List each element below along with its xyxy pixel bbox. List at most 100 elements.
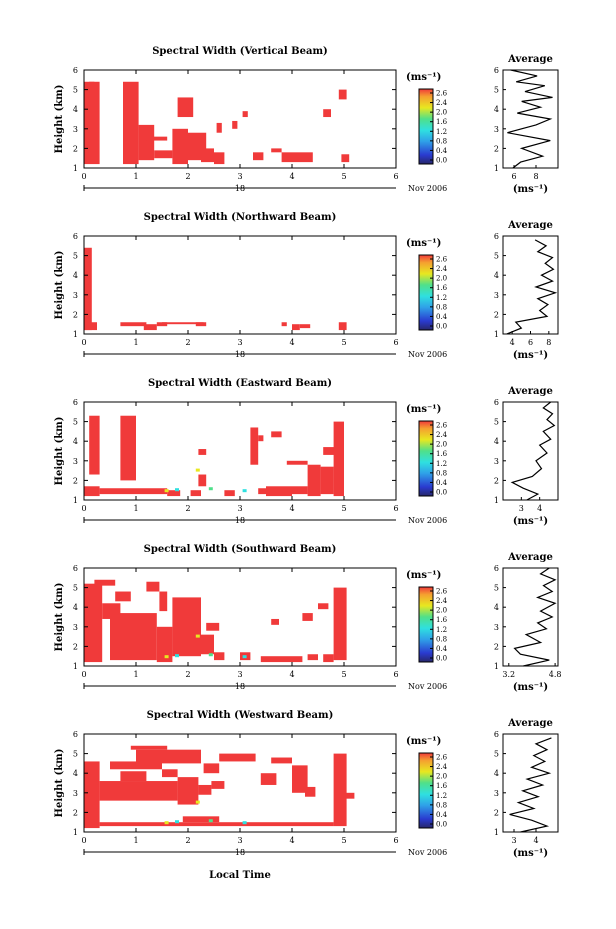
y-tick-label: 2 <box>73 476 78 485</box>
y-tick-label: 1 <box>73 496 78 505</box>
average-profile-line <box>509 737 552 833</box>
avg-x-tick-label: 4 <box>510 338 515 347</box>
heatmap-cell <box>214 152 225 165</box>
heatmap-cell <box>120 771 147 782</box>
x-tick-label: 5 <box>341 836 346 845</box>
heatmap-speck <box>195 634 200 638</box>
colorbar-tick-label: 0.4 <box>436 811 448 819</box>
avg-y-tick-label: 6 <box>494 232 499 241</box>
date-month: Nov 2006 <box>408 848 447 857</box>
x-tick-label: 6 <box>393 172 398 181</box>
y-tick-label: 5 <box>73 86 78 95</box>
heatmap-cell <box>84 247 92 331</box>
x-tick-label: 4 <box>289 504 294 513</box>
heatmap-cell <box>216 122 222 133</box>
heatmap-cell <box>146 136 168 141</box>
colorbar-tick-label: 2.0 <box>436 607 447 615</box>
heatmap-speck <box>175 820 179 824</box>
colorbar-tick-label: 1.2 <box>436 792 447 800</box>
heatmap-cell <box>292 324 300 331</box>
heatmap-cell <box>224 490 235 497</box>
x-tick-label: 5 <box>341 504 346 513</box>
heatmap-cell <box>84 761 100 829</box>
heatmap-cell <box>307 464 321 497</box>
y-tick-label: 3 <box>73 623 78 632</box>
colorbar-tick-label: 0.0 <box>436 489 447 497</box>
heatmap-cell <box>260 773 277 785</box>
x-tick-label: 1 <box>133 670 138 679</box>
x-tick-label: 4 <box>289 338 294 347</box>
date-day: 18 <box>235 848 245 857</box>
colorbar-tick-label: 2.4 <box>436 763 448 771</box>
average-profile-line <box>513 567 557 667</box>
heatmap-cell <box>89 415 100 475</box>
heatmap-cell <box>305 786 316 797</box>
avg-x-tick-label: 8 <box>533 172 538 181</box>
average-x-label: (ms⁻¹) <box>513 516 548 527</box>
heatmap-speck <box>242 655 247 659</box>
average-title: Average <box>507 220 553 231</box>
heatmap-cell <box>341 154 350 163</box>
x-tick-label: 0 <box>81 172 86 181</box>
heatmap-cell <box>258 435 264 442</box>
heatmap-cell <box>250 427 259 465</box>
x-tick-label: 2 <box>185 670 190 679</box>
avg-x-tick-label: 4.8 <box>549 670 562 679</box>
average-frame <box>502 567 559 667</box>
avg-x-tick-label: 4 <box>537 504 542 513</box>
heatmap-cell <box>172 128 188 165</box>
colorbar-tick-label: 2.4 <box>436 99 448 107</box>
y-axis-label: Height (km) <box>54 251 65 320</box>
x-tick-label: 2 <box>185 172 190 181</box>
colorbar-tick-label: 2.0 <box>436 441 447 449</box>
avg-x-tick-label: 3.2 <box>502 670 515 679</box>
y-tick-label: 1 <box>73 662 78 671</box>
y-tick-label: 4 <box>73 105 78 114</box>
heatmap-cell <box>177 97 194 118</box>
heatmap-cell <box>156 322 168 327</box>
average-x-label: (ms⁻¹) <box>513 682 548 693</box>
avg-y-tick-label: 4 <box>494 437 499 446</box>
y-tick-label: 5 <box>73 252 78 261</box>
average-profile-line <box>510 401 556 501</box>
colorbar <box>418 420 434 497</box>
heatmap-cell <box>271 148 282 153</box>
heatmap-cell <box>323 654 334 663</box>
colorbar <box>418 88 434 165</box>
colorbar-tick-label: 1.6 <box>436 450 448 458</box>
colorbar <box>418 752 434 829</box>
heatmap-cell <box>99 781 178 801</box>
y-tick-label: 4 <box>73 769 78 778</box>
colorbar-tick-label: 0.8 <box>436 635 447 643</box>
avg-y-tick-label: 6 <box>494 66 499 75</box>
heatmap-cell <box>94 579 116 586</box>
colorbar-tick-label: 1.2 <box>436 460 447 468</box>
heatmap-speck <box>208 653 213 657</box>
date-month: Nov 2006 <box>408 516 447 525</box>
y-tick-label: 6 <box>73 66 78 75</box>
heatmap-cell <box>214 652 225 661</box>
heatmap-cell <box>162 769 178 778</box>
colorbar-tick-label: 1.2 <box>436 626 447 634</box>
avg-x-tick-label: 3 <box>519 504 524 513</box>
colorbar-tick-label: 2.0 <box>436 773 447 781</box>
x-axis-label: Local Time <box>209 870 271 881</box>
heatmap-cell <box>159 591 168 612</box>
heatmap-cell <box>219 753 256 762</box>
colorbar-tick-label: 0.4 <box>436 147 448 155</box>
avg-y-tick-label: 1 <box>494 496 499 505</box>
colorbar-tick-label: 0.4 <box>436 479 448 487</box>
y-tick-label: 4 <box>73 437 78 446</box>
x-tick-label: 5 <box>341 338 346 347</box>
y-tick-label: 5 <box>73 418 78 427</box>
colorbar-tick-label: 2.6 <box>436 90 448 98</box>
x-tick-label: 4 <box>289 172 294 181</box>
heatmap-cell <box>198 474 207 487</box>
avg-y-tick-label: 6 <box>494 564 499 573</box>
heatmap-cell <box>258 488 266 495</box>
heatmap-cell <box>286 460 308 465</box>
x-tick-label: 1 <box>133 836 138 845</box>
date-month: Nov 2006 <box>408 682 447 691</box>
y-tick-label: 1 <box>73 330 78 339</box>
y-tick-label: 2 <box>73 808 78 817</box>
